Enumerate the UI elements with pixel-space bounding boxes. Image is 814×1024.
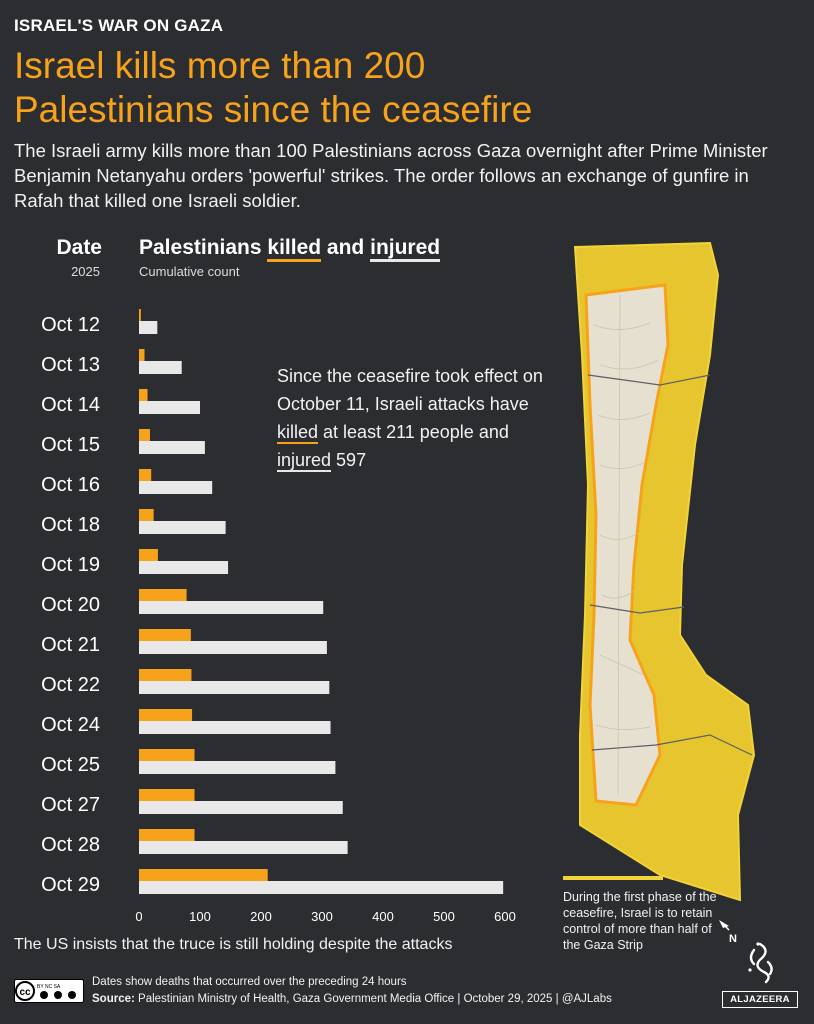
annotation-part1: Since the ceasefire took effect on Octob…	[277, 366, 543, 414]
x-tick-label: 300	[311, 909, 333, 924]
annotation-part2: at least 211 people and	[318, 422, 509, 442]
date-tick-label: Oct 29	[41, 874, 100, 896]
annotation-killed: killed	[277, 422, 319, 444]
killed-bar	[139, 509, 154, 521]
cc-label: cc	[19, 987, 31, 998]
chart-title-injured: injured	[370, 236, 441, 262]
date-tick-label: Oct 13	[41, 354, 100, 376]
annotation-injured: injured	[277, 450, 332, 472]
chart-title-and: and	[321, 236, 371, 259]
source-label: Source:	[92, 993, 135, 1005]
creative-commons-icon: cc BY NC SA	[14, 979, 84, 1003]
injured-bar	[139, 641, 327, 654]
date-tick-label: Oct 19	[41, 554, 100, 576]
chart-title-prefix: Palestinians	[139, 236, 268, 259]
aljazeera-emblem-icon	[748, 942, 773, 984]
north-label: N	[729, 933, 737, 945]
intro-text: The Israeli army kills more than 100 Pal…	[14, 140, 768, 211]
annotation-part3: 597	[331, 450, 367, 470]
aljazeera-wordmark: ALJAZEERA	[722, 991, 798, 1008]
killed-bar	[139, 749, 195, 761]
killed-bar	[139, 429, 150, 441]
killed-bar	[139, 309, 141, 321]
injured-bar	[139, 761, 336, 774]
killed-bar	[139, 589, 187, 601]
chart-subtitle: Cumulative count	[139, 264, 240, 279]
truce-note: The US insists that the truce is still h…	[14, 936, 453, 953]
killed-bar	[139, 469, 152, 481]
date-axis-title: Date	[56, 236, 102, 259]
x-tick-label: 200	[250, 909, 272, 924]
injured-bar	[139, 841, 348, 854]
kicker: ISRAEL'S WAR ON GAZA	[14, 16, 224, 35]
x-tick-label: 500	[433, 909, 455, 924]
x-tick-label: 0	[135, 909, 142, 924]
control-legend-text: During the first phase of the ceasefire,…	[563, 890, 717, 952]
killed-bar	[139, 629, 191, 641]
date-tick-label: Oct 28	[41, 834, 100, 856]
date-axis-year: 2025	[71, 264, 100, 279]
date-tick-label: Oct 27	[41, 794, 100, 816]
page-title: Israel kills more than 200 Palestinians …	[14, 45, 533, 130]
injured-bar	[139, 801, 343, 814]
control-legend-swatch	[563, 876, 663, 880]
injured-bar	[139, 721, 331, 734]
date-tick-label: Oct 14	[41, 394, 100, 416]
aljazeera-logo: ALJAZEERA	[722, 940, 798, 1008]
killed-bar	[139, 549, 158, 561]
injured-bar	[139, 401, 200, 414]
chart-title-killed: killed	[267, 236, 322, 262]
injured-bar	[139, 601, 324, 614]
source-text: Palestinian Ministry of Health, Gaza Gov…	[134, 993, 612, 1005]
date-tick-label: Oct 20	[41, 594, 100, 616]
gaza-strip-area	[584, 283, 670, 807]
killed-bar	[139, 669, 192, 681]
killed-bar	[139, 389, 148, 401]
killed-bar	[139, 869, 268, 881]
injured-bar	[139, 361, 182, 374]
north-arrow-icon: N	[719, 920, 737, 945]
date-tick-label: Oct 24	[41, 714, 100, 736]
killed-bar	[139, 709, 193, 721]
date-tick-label: Oct 22	[41, 674, 100, 696]
x-tick-label: 100	[189, 909, 211, 924]
injured-bar	[139, 561, 229, 574]
x-tick-label: 600	[494, 909, 516, 924]
source-line: Source: Palestinian Ministry of Health, …	[92, 993, 612, 1005]
date-tick-label: Oct 16	[41, 474, 100, 496]
ceasefire-annotation: Since the ceasefire took effect on Octob…	[277, 362, 567, 474]
date-tick-label: Oct 21	[41, 634, 100, 656]
injured-bar	[139, 481, 213, 494]
injured-bar	[139, 881, 504, 894]
injured-bar	[139, 521, 226, 534]
injured-bar	[139, 441, 205, 454]
killed-bar	[139, 349, 145, 361]
date-tick-label: Oct 18	[41, 514, 100, 536]
killed-bar	[139, 789, 195, 801]
chart-title: Palestinians killed and injured	[139, 236, 441, 262]
date-tick-label: Oct 12	[41, 314, 100, 336]
footnote: Dates show deaths that occurred over the…	[92, 976, 407, 988]
x-tick-label: 400	[372, 909, 394, 924]
gaza-strip-map	[573, 241, 756, 902]
killed-bar	[139, 829, 195, 841]
injured-bar	[139, 321, 158, 334]
date-tick-label: Oct 15	[41, 434, 100, 456]
injured-bar	[139, 681, 330, 694]
date-tick-label: Oct 25	[41, 754, 100, 776]
cc-terms: BY NC SA	[37, 984, 61, 990]
